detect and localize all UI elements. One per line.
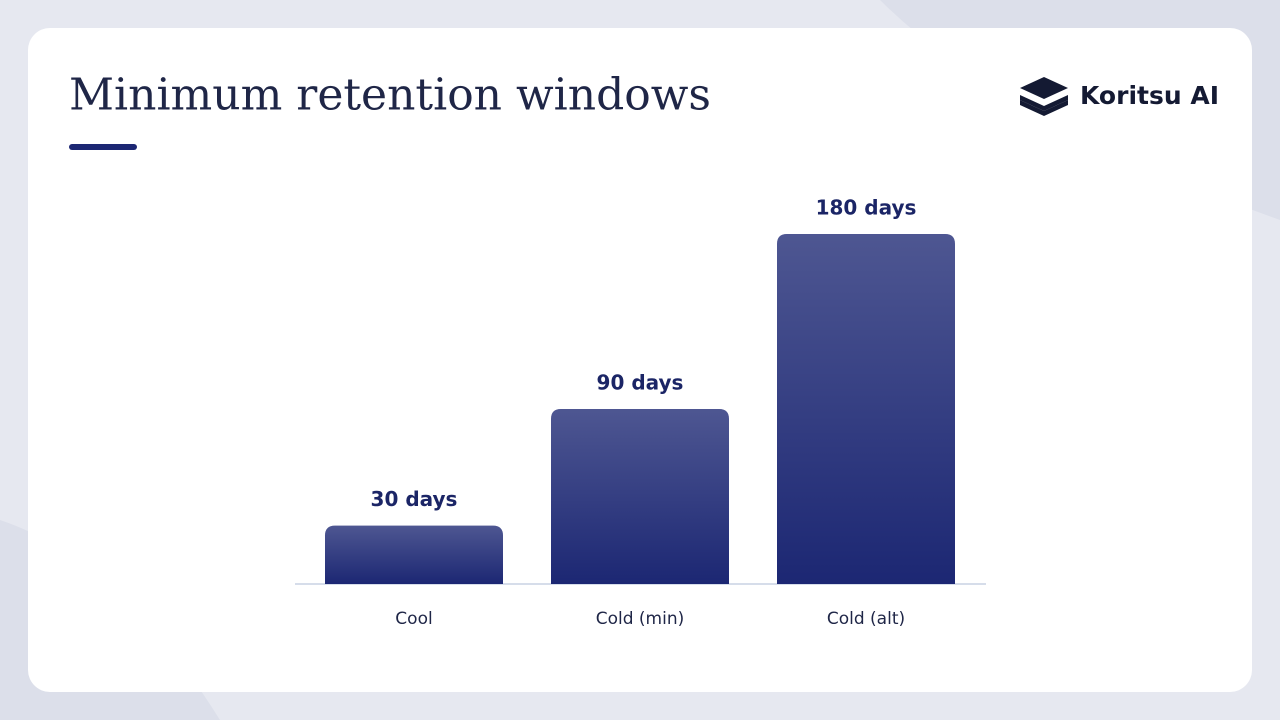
card bbox=[28, 28, 1252, 692]
bar-shine bbox=[777, 234, 955, 584]
x-tick-label: Cool bbox=[395, 609, 432, 629]
bar-shine bbox=[325, 525, 503, 584]
value-label: 90 days bbox=[597, 371, 684, 395]
title-underline bbox=[69, 144, 137, 150]
value-label: 30 days bbox=[371, 487, 458, 511]
logo-icon bbox=[1020, 77, 1068, 116]
brand-name: Koritsu AI bbox=[1080, 81, 1219, 110]
value-label: 180 days bbox=[816, 196, 917, 220]
chart-title: Minimum retention windows bbox=[69, 70, 711, 121]
bar-shine bbox=[551, 409, 729, 584]
x-tick-label: Cold (alt) bbox=[827, 609, 905, 629]
x-tick-label: Cold (min) bbox=[596, 609, 685, 629]
